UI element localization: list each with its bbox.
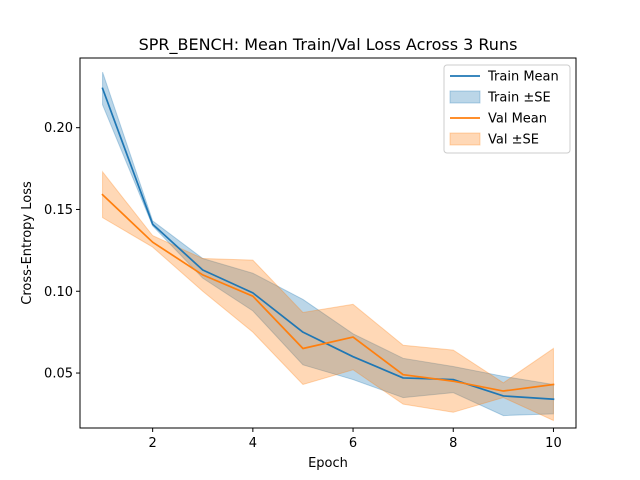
- y-tick-label: 0.05: [44, 367, 73, 382]
- x-axis-label: Epoch: [308, 456, 348, 471]
- se-bands: [102, 71, 554, 422]
- legend-swatch-band: [449, 132, 481, 146]
- y-tick-label: 0.10: [44, 285, 73, 300]
- legend-label: Val ±SE: [488, 133, 539, 148]
- x-tick-label: 6: [349, 436, 357, 451]
- x-tick-label: 4: [249, 436, 257, 451]
- legend-label: Train ±SE: [487, 91, 551, 106]
- y-axis-ticks: 0.05 0.10 0.15 0.20: [44, 121, 80, 382]
- x-tick-label: 8: [449, 436, 457, 451]
- mean-lines: [101, 87, 555, 401]
- y-tick-label: 0.15: [44, 203, 73, 218]
- legend-swatch-band: [449, 90, 481, 104]
- legend-label: Train Mean: [487, 70, 559, 85]
- x-tick-label: 10: [545, 436, 562, 451]
- legend: Train Mean Train ±SE Val Mean Val ±SE: [443, 64, 571, 154]
- line-2: [101, 193, 555, 392]
- band-3: [102, 170, 554, 422]
- y-tick-label: 0.20: [44, 121, 73, 136]
- x-axis-ticks: 2 4 6 8 10: [149, 428, 562, 451]
- chart-title: SPR_BENCH: Mean Train/Val Loss Across 3 …: [139, 35, 518, 55]
- legend-label: Val Mean: [488, 112, 547, 127]
- band-1: [102, 71, 554, 417]
- x-tick-label: 2: [149, 436, 157, 451]
- line-0: [101, 87, 555, 401]
- legend-box: [443, 64, 571, 154]
- y-axis-label: Cross-Entropy Loss: [20, 181, 35, 305]
- plot-frame: [79, 57, 577, 429]
